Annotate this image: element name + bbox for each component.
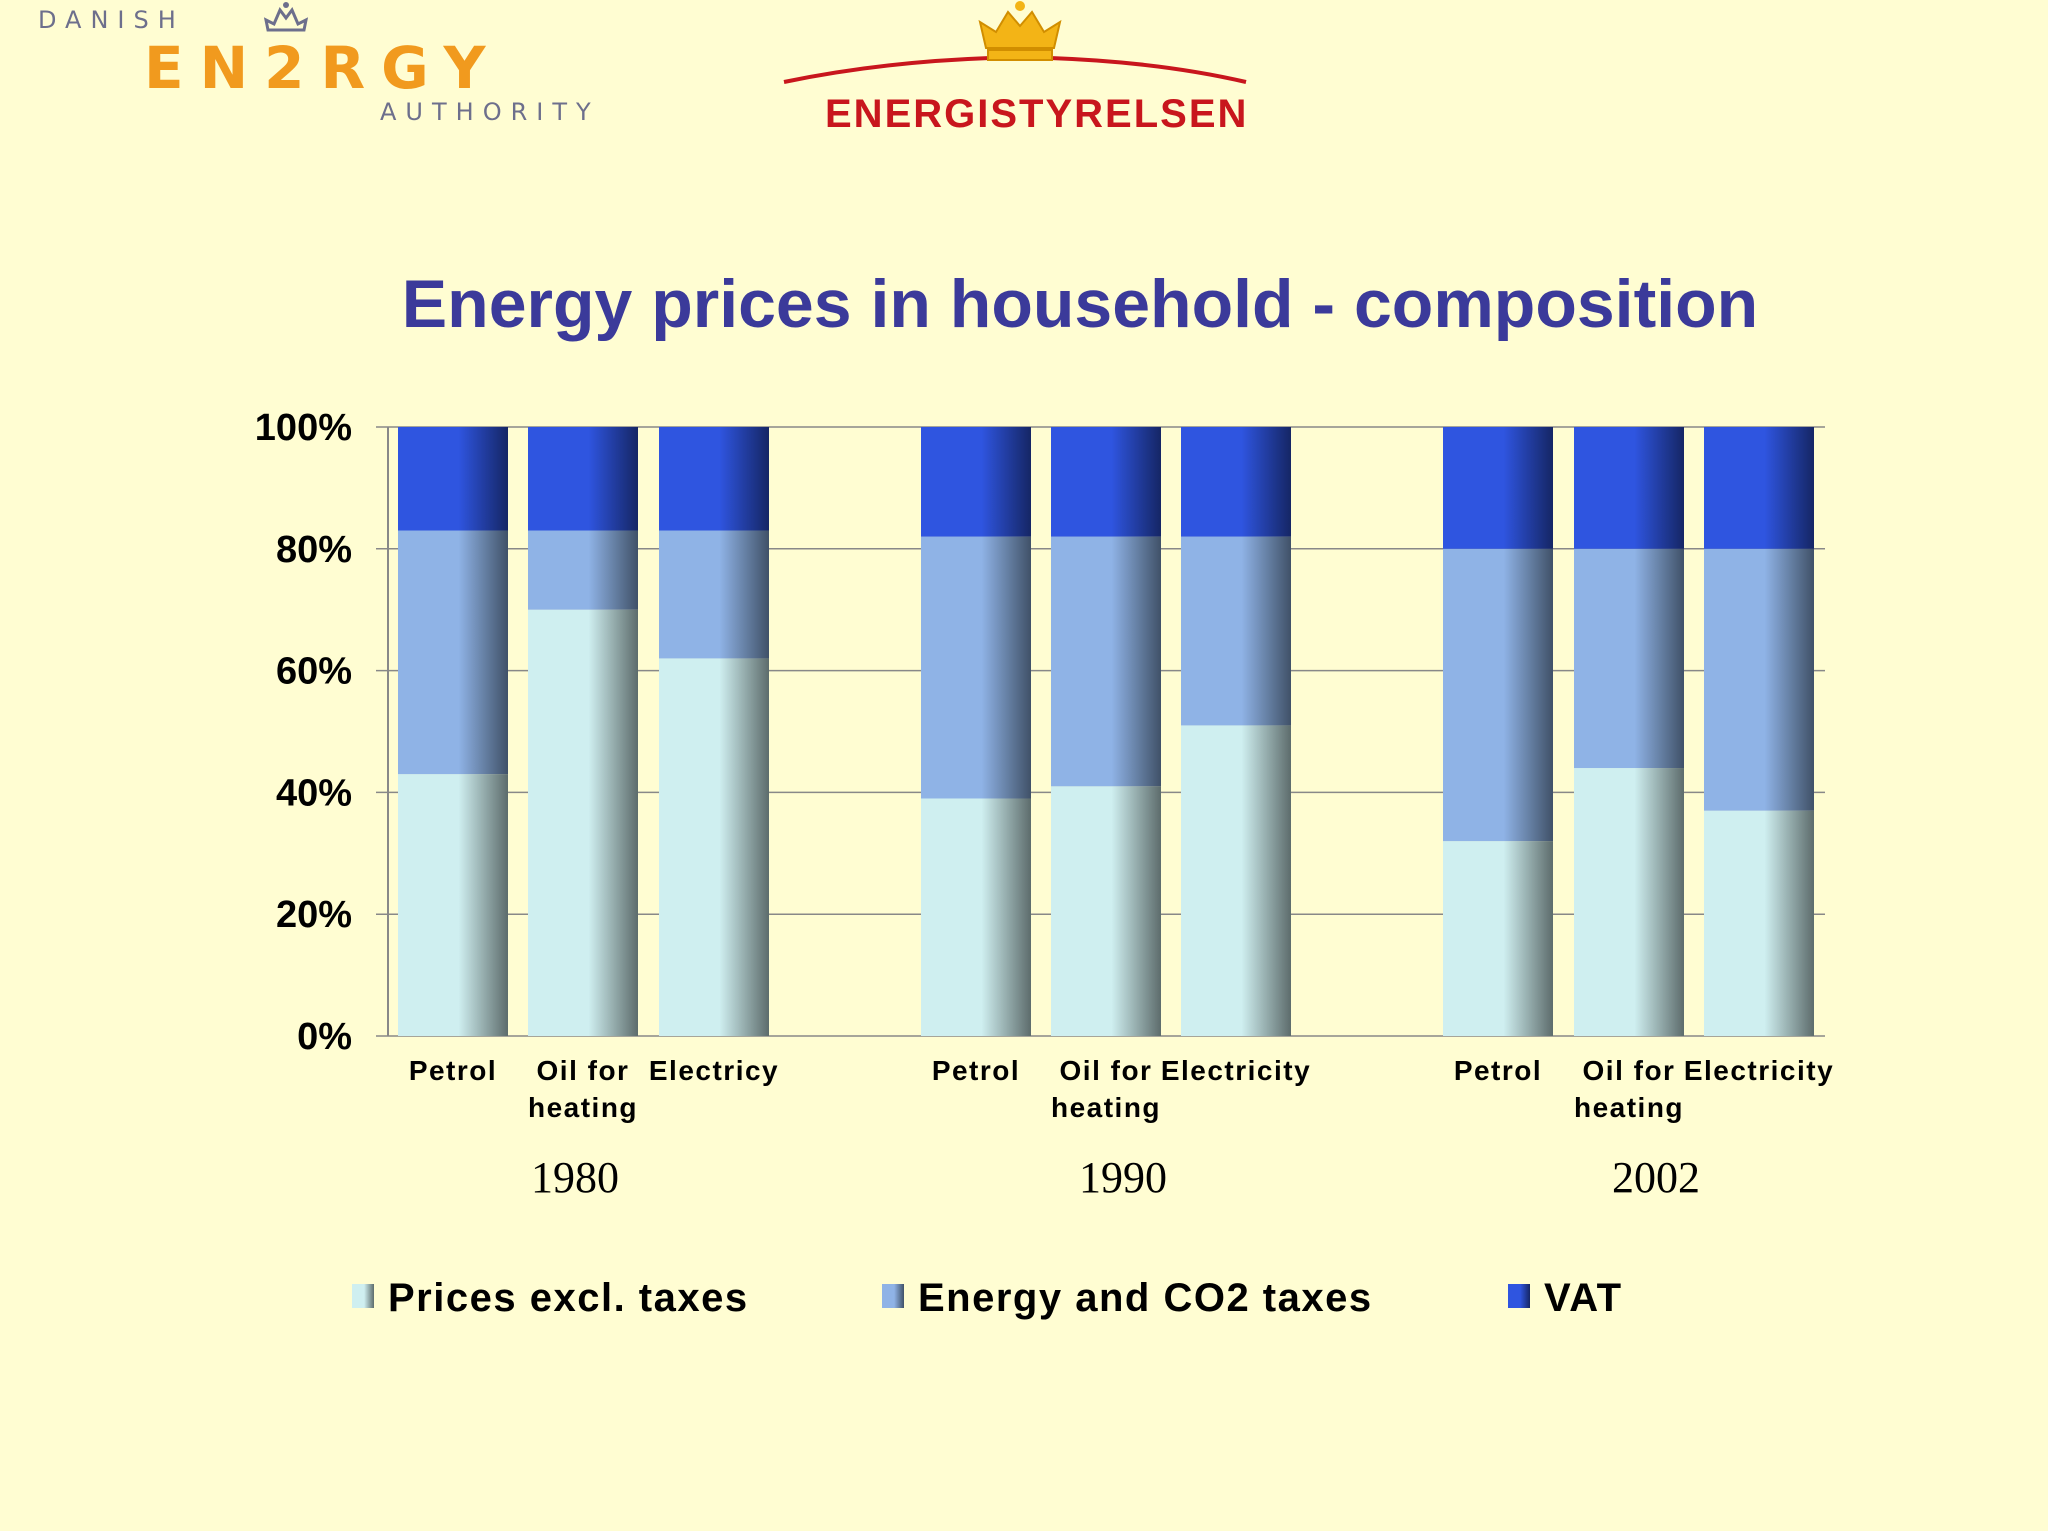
legend-label: Energy and CO2 taxes [918, 1276, 1373, 1320]
logo-text-authority: AUTHORITY [380, 98, 600, 126]
bar-segment [1051, 427, 1161, 537]
bar-segment [921, 427, 1031, 537]
bar-segment [1443, 427, 1553, 549]
bar-segment [528, 427, 638, 531]
bar-segment [528, 609, 638, 1036]
bar-segment [921, 536, 1031, 799]
bars [398, 427, 1814, 1036]
bar-segment [1051, 536, 1161, 787]
legend: Prices excl. taxes Energy and CO2 taxes VA… [352, 1276, 1623, 1320]
bar-segment [1574, 548, 1684, 769]
chart-title: Energy prices in household - composition [401, 266, 1759, 342]
group-label: 1980 [531, 1153, 619, 1202]
legend-swatch [352, 1284, 374, 1308]
bar-segment [1443, 548, 1553, 842]
legend-swatch [882, 1284, 904, 1308]
bar-segment [659, 530, 769, 659]
legend-swatch [1508, 1284, 1530, 1308]
y-tick-labels: 0% 20% 40% 60% 80% 100% [255, 407, 352, 1058]
bar-segment [659, 658, 769, 1036]
bar-segment [1574, 427, 1684, 549]
energistyrelsen-logo: ENERGISTYRELSEN [780, 0, 1260, 140]
bar-segment [1574, 768, 1684, 1036]
bar-segment [1704, 427, 1814, 549]
bar-segment [659, 427, 769, 531]
legend-label: Prices excl. taxes [388, 1276, 749, 1320]
logo-text-danish: DANISH [38, 6, 185, 34]
crown-emblem-icon [783, 1, 1247, 84]
bar-segment [1704, 548, 1814, 811]
group-label: 1990 [1079, 1153, 1167, 1202]
bar-segment [921, 798, 1031, 1036]
bar-segment [398, 530, 508, 775]
bar-segment [1181, 536, 1291, 726]
y-tick-label: 60% [276, 651, 352, 693]
y-tick-label: 40% [276, 772, 352, 814]
bar-segment [1704, 810, 1814, 1036]
crown-icon [263, 2, 309, 32]
bar-segment [1443, 841, 1553, 1036]
bar-segment [1181, 427, 1291, 537]
bar-segment [528, 530, 638, 610]
category-label: heating [528, 1092, 638, 1123]
bar-segment [398, 774, 508, 1036]
category-label: Oil for [537, 1055, 630, 1086]
category-label: heating [1051, 1092, 1161, 1123]
category-label: Petrol [1454, 1055, 1542, 1086]
y-tick-label: 100% [255, 407, 352, 449]
category-label: Oil for [1583, 1055, 1676, 1086]
danish-energy-authority-logo: DANISH EN2RGY AUTHORITY [30, 0, 630, 130]
group-label: 2002 [1612, 1153, 1700, 1202]
category-label: Oil for [1060, 1055, 1153, 1086]
category-label: Petrol [932, 1055, 1020, 1086]
category-label: heating [1574, 1092, 1684, 1123]
bar-segment [1181, 725, 1291, 1036]
bar-segment [1051, 786, 1161, 1036]
category-labels: Petrol Oil for heating Electricy Petrol Oil f… [409, 1055, 1834, 1123]
logo-text-energistyrelsen: ENERGISTYRELSEN [825, 92, 1249, 136]
y-tick-label: 80% [276, 529, 352, 571]
logo-text-energy: EN2RGY [144, 34, 502, 102]
y-tick-label: 0% [297, 1016, 352, 1058]
category-label: Petrol [409, 1055, 497, 1086]
category-label: Electricy [649, 1055, 779, 1086]
y-tick-label: 20% [276, 894, 352, 936]
category-label: Electricity [1684, 1055, 1834, 1086]
bar-segment [398, 427, 508, 531]
category-label: Electricity [1161, 1055, 1311, 1086]
group-labels: 1980 1990 2002 [531, 1153, 1700, 1202]
legend-label: VAT [1544, 1276, 1623, 1320]
